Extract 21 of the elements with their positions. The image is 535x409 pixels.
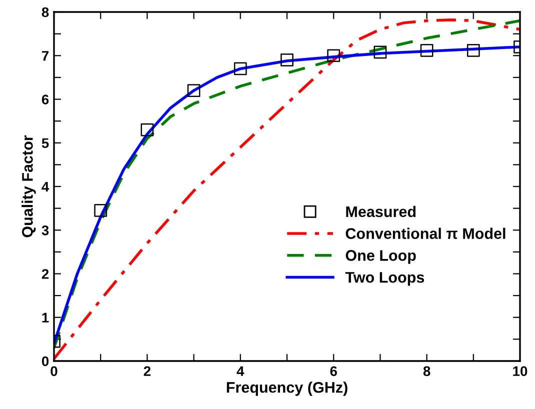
y-tick-label: 6	[42, 94, 49, 104]
x-tick-label: 8	[423, 366, 430, 376]
legend-label: Two Loops	[345, 272, 424, 286]
y-tick-label: 0	[42, 356, 49, 366]
legend-label: Conventional π Model	[346, 228, 506, 239]
y-tick-label: 7	[42, 51, 49, 61]
y-tick-label: 5	[42, 138, 49, 148]
x-tick-label: 2	[144, 366, 151, 376]
y-tick-label: 8	[42, 7, 49, 18]
y-tick-label: 4	[42, 182, 50, 192]
x-tick-label: 10	[513, 366, 528, 376]
y-tick-label: 3	[42, 225, 49, 236]
x-tick-label: 0	[50, 366, 58, 376]
legend-label: One Loop	[346, 250, 416, 264]
x-tick-label: 4	[236, 366, 244, 376]
x-axis-title: Frequency (GHz)	[226, 382, 348, 396]
y-axis-title: Quality Factor	[22, 135, 36, 238]
y-tick-label: 1	[42, 312, 49, 322]
y-tick-label: 2	[42, 269, 49, 279]
legend-label: Measured	[346, 206, 416, 218]
x-tick-label: 6	[330, 366, 337, 376]
